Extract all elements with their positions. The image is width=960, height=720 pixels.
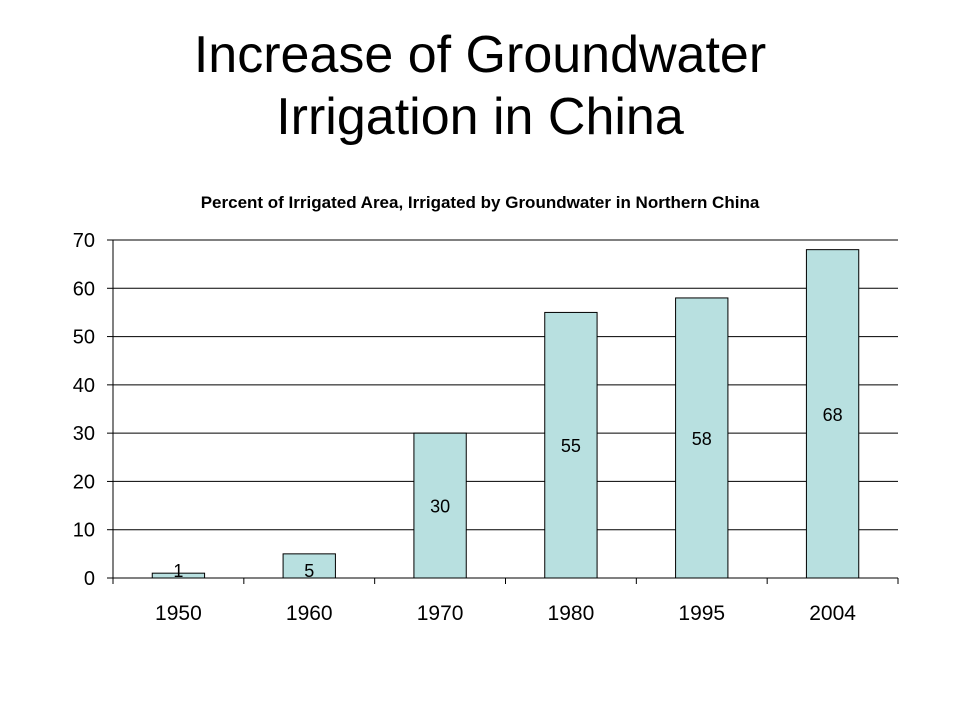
data-label: 30 — [430, 497, 450, 517]
slide-title-line-1: Increase of Groundwater — [193, 26, 767, 84]
data-label: 5 — [304, 561, 314, 581]
y-tick-label: 20 — [73, 471, 95, 493]
bar-1960 — [282, 553, 336, 579]
y-tick-label: 30 — [73, 423, 95, 445]
bar-1950 — [151, 572, 206, 579]
slide-title-line-2: Irrigation in China — [276, 88, 684, 146]
y-tick-label: 0 — [84, 568, 95, 590]
bar-1995 — [675, 297, 729, 579]
slide-title: Increase of Groundwater Irrigation in Ch… — [0, 24, 960, 148]
y-tick-label: 10 — [73, 520, 95, 542]
data-label: 55 — [561, 436, 581, 456]
x-tick-label: 1980 — [548, 602, 595, 625]
bar-1980 — [544, 311, 598, 579]
y-tick-label: 70 — [73, 230, 95, 252]
data-label: 58 — [692, 429, 712, 449]
x-tick-label: 1950 — [155, 602, 202, 625]
y-tick-label: 50 — [73, 327, 95, 349]
chart-title: Percent of Irrigated Area, Irrigated by … — [200, 193, 760, 212]
x-tick-label: 2004 — [809, 602, 856, 625]
y-tick-label: 40 — [73, 375, 95, 397]
x-tick-label: 1970 — [417, 602, 464, 625]
x-tick-label: 1995 — [678, 602, 725, 625]
bar-2004 — [805, 249, 860, 579]
data-label: 68 — [823, 405, 843, 425]
x-tick-label: 1960 — [286, 602, 333, 625]
y-tick-label: 60 — [73, 278, 95, 300]
bar-1970 — [413, 432, 467, 579]
data-label: 1 — [173, 561, 183, 581]
